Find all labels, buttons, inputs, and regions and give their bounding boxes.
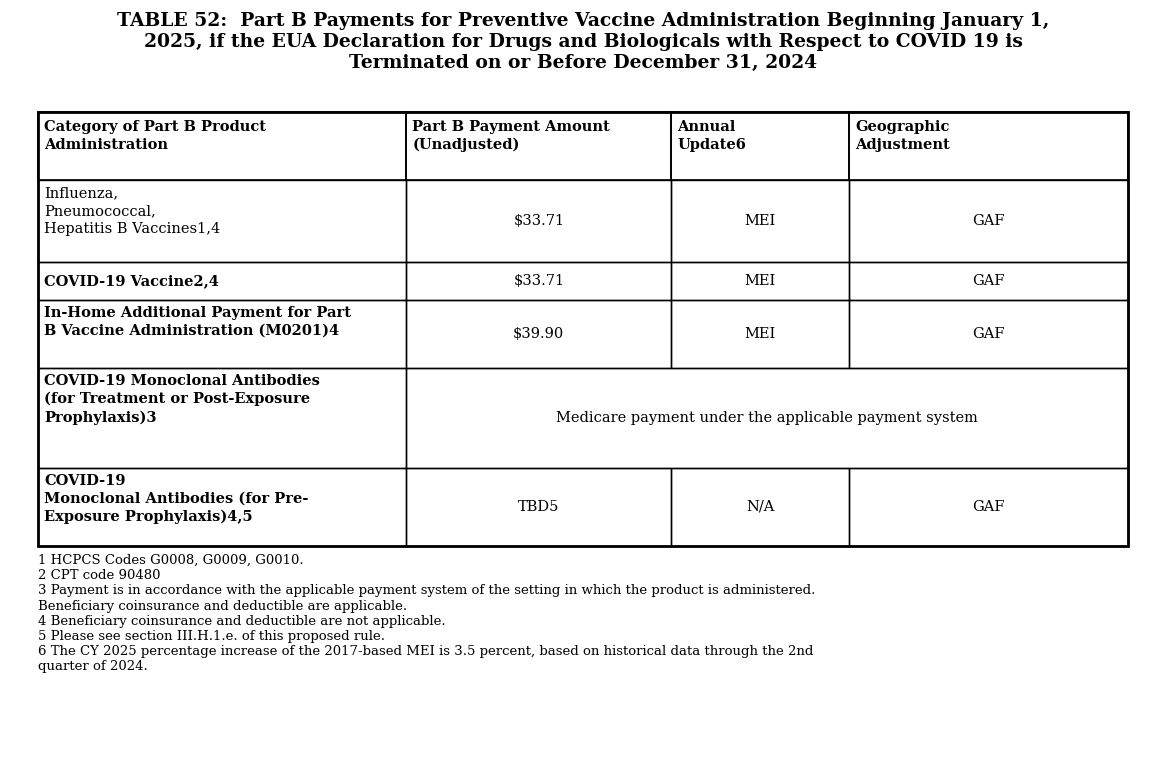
Bar [38,468,407,546]
Text: 2025, if the EUA Declaration for Drugs and Biologicals with Respect to COVID 19 : 2025, if the EUA Declaration for Drugs a… [143,33,1023,51]
Text: 2 CPT code 90480: 2 CPT code 90480 [38,569,161,583]
Bar [38,112,1128,546]
Text: GAF: GAF [972,327,1005,341]
Text: Geographic
Adjustment: Geographic Adjustment [855,120,950,152]
Text: Part B Payment Amount
(Unadjusted): Part B Payment Amount (Unadjusted) [413,120,610,152]
Bar [407,368,1128,468]
Text: $33.71: $33.71 [513,214,564,228]
Text: MEI: MEI [745,327,775,341]
Text: COVID-19 Monoclonal Antibodies
(for Treatment or Post-Exposure
Prophylaxis)3: COVID-19 Monoclonal Antibodies (for Trea… [44,374,319,425]
Bar [849,262,1128,300]
Bar [407,468,672,546]
Bar [849,180,1128,262]
Bar [407,262,672,300]
Text: Medicare payment under the applicable payment system: Medicare payment under the applicable pa… [556,411,978,425]
Bar [849,300,1128,368]
Text: 4 Beneficiary coinsurance and deductible are not applicable.: 4 Beneficiary coinsurance and deductible… [38,615,445,628]
Bar [672,262,849,300]
Text: COVID-19 Vaccine2,4: COVID-19 Vaccine2,4 [44,274,219,288]
Text: 1 HCPCS Codes G0008, G0009, G0010.: 1 HCPCS Codes G0008, G0009, G0010. [38,554,303,567]
Text: Influenza,
Pneumococcal,
Hepatitis B Vaccines1,4: Influenza, Pneumococcal, Hepatitis B Vac… [44,186,220,236]
Bar [407,180,672,262]
Text: quarter of 2024.: quarter of 2024. [38,660,148,673]
Text: Beneficiary coinsurance and deductible are applicable.: Beneficiary coinsurance and deductible a… [38,600,407,612]
Bar [849,468,1128,546]
Bar [672,180,849,262]
Bar [407,112,672,180]
Bar [38,112,407,180]
Bar [672,468,849,546]
Text: TABLE 52:  Part B Payments for Preventive Vaccine Administration Beginning Janua: TABLE 52: Part B Payments for Preventive… [117,12,1049,30]
Bar [38,368,407,468]
Text: N/A: N/A [746,500,774,514]
Bar [407,300,672,368]
Text: Terminated on or Before December 31, 2024: Terminated on or Before December 31, 202… [349,54,817,72]
Text: COVID-19
Monoclonal Antibodies (for Pre-
Exposure Prophylaxis)4,5: COVID-19 Monoclonal Antibodies (for Pre-… [44,474,308,524]
Bar [38,262,407,300]
Text: In-Home Additional Payment for Part
B Vaccine Administration (M0201)4: In-Home Additional Payment for Part B Va… [44,306,351,338]
Text: Annual
Update6: Annual Update6 [677,120,746,152]
Bar [38,300,407,368]
Text: MEI: MEI [745,274,775,288]
Bar [849,112,1128,180]
Text: TBD5: TBD5 [518,500,560,514]
Text: GAF: GAF [972,274,1005,288]
Bar [672,300,849,368]
Text: GAF: GAF [972,214,1005,228]
Text: Category of Part B Product
Administration: Category of Part B Product Administratio… [44,120,266,152]
Text: 6 The CY 2025 percentage increase of the 2017-based MEI is 3.5 percent, based on: 6 The CY 2025 percentage increase of the… [38,645,814,659]
Text: MEI: MEI [745,214,775,228]
Text: 3 Payment is in accordance with the applicable payment system of the setting in : 3 Payment is in accordance with the appl… [38,584,815,597]
Bar [672,112,849,180]
Bar [38,180,407,262]
Text: 5 Please see section III.H.1.e. of this proposed rule.: 5 Please see section III.H.1.e. of this … [38,630,385,643]
Text: $39.90: $39.90 [513,327,564,341]
Text: GAF: GAF [972,500,1005,514]
Text: $33.71: $33.71 [513,274,564,288]
